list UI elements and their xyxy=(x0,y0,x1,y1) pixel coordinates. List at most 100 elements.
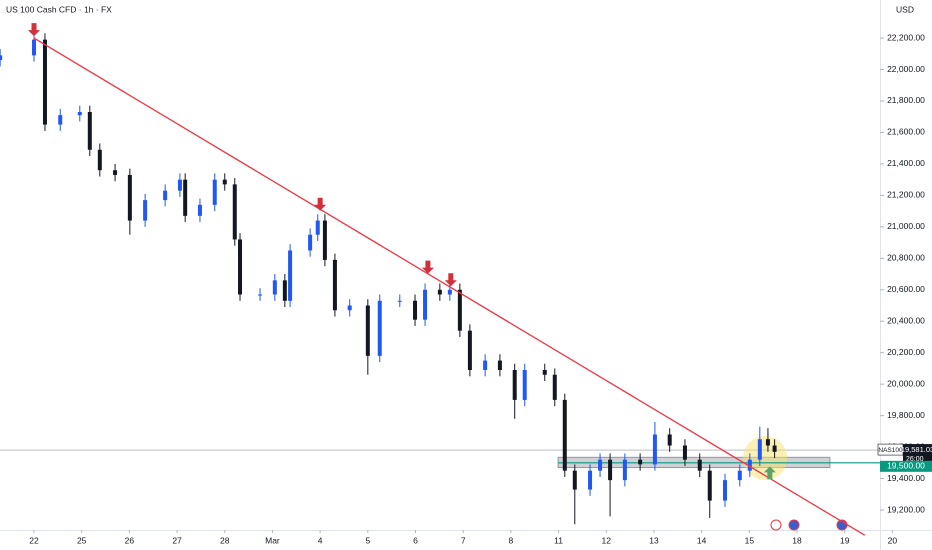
countdown-label: 26:00 xyxy=(906,456,924,463)
candle-body xyxy=(457,289,462,331)
x-tick-label: 13 xyxy=(649,535,659,545)
candle-body xyxy=(197,204,202,216)
x-tick-label: 8 xyxy=(509,535,514,545)
candle-body xyxy=(222,179,227,185)
x-tick-label: 12 xyxy=(602,535,612,545)
candle-body xyxy=(598,459,603,471)
candle-body xyxy=(32,39,37,56)
x-tick-label: 4 xyxy=(318,535,323,545)
y-tick-label: 19,400.00 xyxy=(887,473,925,483)
chart-title: US 100 Cash CFD · 1h · FX xyxy=(6,4,112,14)
candle-body xyxy=(638,459,643,465)
candle-body xyxy=(177,179,182,191)
candle-body xyxy=(365,305,370,356)
marker-arrow xyxy=(28,23,41,37)
y-tick-label: 22,000.00 xyxy=(887,64,925,74)
y-tick-label: 21,800.00 xyxy=(887,95,925,105)
candle-body xyxy=(183,179,188,216)
candle-body xyxy=(238,239,243,295)
y-tick-label: 22,200.00 xyxy=(887,32,925,42)
candle-body xyxy=(0,55,3,61)
candle-body xyxy=(212,179,217,205)
x-tick-label: 19 xyxy=(840,535,850,545)
candle-body xyxy=(347,305,352,311)
candle-body xyxy=(652,434,657,465)
x-tick-label: 22 xyxy=(29,535,39,545)
level-label: 19,500.00 xyxy=(887,461,925,471)
event-icon xyxy=(770,519,782,531)
last-price-label: 19,581.03 xyxy=(901,445,932,454)
candle-body xyxy=(737,470,742,481)
x-tick-label: 7 xyxy=(461,535,466,545)
candle-body xyxy=(542,370,547,375)
candle-body xyxy=(765,439,770,446)
candle-body xyxy=(87,112,92,150)
y-tick-label: 20,600.00 xyxy=(887,284,925,294)
candle-body xyxy=(143,200,148,221)
marker-arrow xyxy=(421,260,434,274)
candle-body xyxy=(423,289,428,320)
x-tick-label: 20 xyxy=(888,535,898,545)
candle-body xyxy=(562,399,567,471)
candle-body xyxy=(377,300,382,356)
event-icon xyxy=(788,519,800,531)
candle-body xyxy=(288,250,293,301)
candle-body xyxy=(282,280,287,301)
y-tick-label: 20,200.00 xyxy=(887,347,925,357)
x-tick-label: 26 xyxy=(125,535,135,545)
marker-arrow xyxy=(763,466,776,480)
y-tick-label: 20,000.00 xyxy=(887,378,925,388)
candle-body xyxy=(467,330,472,371)
x-tick-label: 11 xyxy=(554,535,563,545)
candle-body xyxy=(572,470,577,490)
x-tick-label: 18 xyxy=(792,535,802,545)
y-tick-label: 21,200.00 xyxy=(887,190,925,200)
candle-body xyxy=(332,259,337,311)
x-tick-label: 27 xyxy=(172,535,182,545)
x-tick-label: Mar xyxy=(265,535,280,545)
candle-body xyxy=(308,234,313,251)
y-tick-label: 21,000.00 xyxy=(887,221,925,231)
x-tick-label: 6 xyxy=(413,535,418,545)
candle-body xyxy=(757,439,762,460)
candle-body xyxy=(682,445,687,460)
currency: USD xyxy=(896,4,914,14)
x-tick-label: 5 xyxy=(365,535,370,545)
candle-body xyxy=(588,470,593,490)
x-tick-label: 28 xyxy=(220,535,230,545)
candle-body xyxy=(97,149,102,171)
candle-body xyxy=(163,190,168,201)
level-box xyxy=(880,460,932,472)
candle-body xyxy=(707,470,712,501)
candle-body xyxy=(42,39,47,125)
x-tick-label: 25 xyxy=(77,535,87,545)
x-tick-label: 14 xyxy=(697,535,707,545)
y-tick-label: 21,400.00 xyxy=(887,158,925,168)
candle-body xyxy=(322,220,327,260)
y-tick-label: 19,800.00 xyxy=(887,410,925,420)
candle-body xyxy=(483,360,488,371)
candle-body xyxy=(512,370,517,400)
candle-body xyxy=(667,434,672,446)
candle-body xyxy=(315,220,320,235)
candle-body xyxy=(258,294,263,296)
candle-body xyxy=(58,115,63,125)
x-tick-label: 15 xyxy=(745,535,755,545)
y-tick-label: 21,600.00 xyxy=(887,127,925,137)
candle-body xyxy=(697,459,702,471)
y-tick-label: 19,200.00 xyxy=(887,504,925,514)
candle-body xyxy=(232,184,237,240)
candle-body xyxy=(723,480,728,501)
candle-body xyxy=(447,289,452,295)
candle-body xyxy=(127,174,132,221)
last-price-box xyxy=(903,444,932,465)
candle-body xyxy=(397,300,402,302)
y-tick-label: 20,800.00 xyxy=(887,253,925,263)
marker-arrow xyxy=(314,197,327,211)
candle-body xyxy=(413,300,418,320)
candle-body xyxy=(497,360,502,371)
candle-body xyxy=(77,112,82,116)
candle-body xyxy=(622,459,627,481)
